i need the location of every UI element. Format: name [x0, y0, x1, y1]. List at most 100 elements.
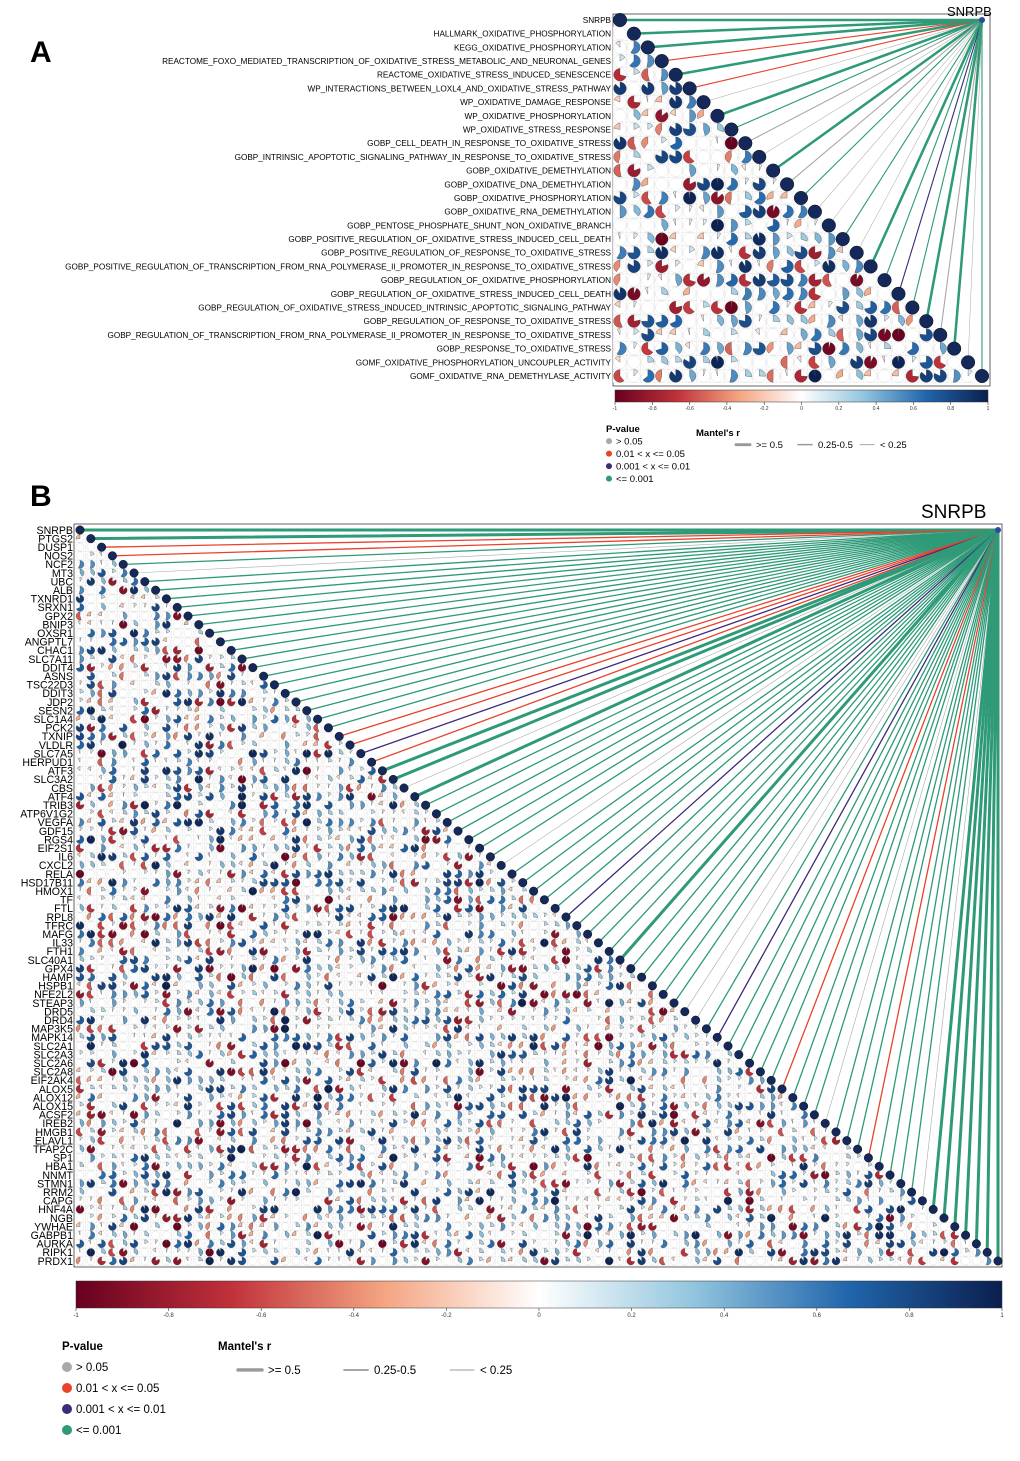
cell-GOBP_POSITIVE_REGULATION_OF_RESPONSE_TO_OXIDATIVE_STRESS-WP_OXIDATIVE_PHOSPHORYLATION	[711, 246, 724, 259]
cell-SP1-EIF2AK4	[767, 1154, 775, 1162]
diag-node-UBC	[141, 577, 150, 586]
cell-STMN1-NFE2L2	[659, 1180, 667, 1188]
link-GOBP_POSITIVE_REGULATION_OF_RESPONSE_TO_OXIDATIVE_STRESS	[857, 20, 982, 253]
cell-ATF3-JDP2	[292, 767, 300, 775]
cell-RIPK1-NCF2	[119, 1248, 127, 1256]
colorbar-tick-label: 0.8	[905, 1313, 914, 1319]
cell-ALB-MT3	[130, 586, 138, 594]
diag-node-GOBP_REGULATION_OF_OXIDATIVE_STRESS_INDUCED_INTRINSIC_APOPTOTIC_SIGNALING_PATHWAY	[906, 301, 920, 315]
mantel-legend-title: Mantel's r	[218, 1341, 272, 1353]
cell-SLC2A1-PTGS2	[87, 1042, 95, 1050]
diag-node-YWHAE	[951, 1222, 960, 1231]
diag-node-ELAVL1	[843, 1136, 852, 1145]
cell-RIPK1-SLC2A3	[735, 1248, 743, 1256]
row-label-WP_OXIDATIVE_PHOSPHORYLATION: WP_OXIDATIVE_PHOSPHORYLATION	[465, 112, 612, 121]
diag-node-HBA1	[875, 1162, 884, 1171]
panel-b: B SNRPBPTGS2DUSP1NOS2NCF2MT3UBCALBTXNRD1…	[20, 480, 1004, 1437]
cell-TFRC-NCF2	[119, 922, 127, 930]
link-GOBP_CELL_DEATH_IN_RESPONSE_TO_OXIDATIVE_STRESS	[745, 20, 982, 143]
cell-GDF15-ANGPTL7	[216, 827, 224, 835]
cell-GABPB1-DRD4	[692, 1231, 700, 1239]
cell-NFE2L2-TF	[540, 990, 548, 998]
pvalue-legend-swatch	[606, 476, 612, 482]
cell-FTL-SRXN1	[173, 904, 181, 912]
cell-YWHAE-MT3	[130, 1223, 138, 1231]
diag-node-SNRPB	[76, 526, 85, 535]
pvalue-legend-swatch	[606, 451, 612, 457]
diag-node-HSPB1	[648, 982, 657, 991]
cell-MAPK14-RELA	[508, 1033, 516, 1041]
panel-b-target-label: SNRPB	[921, 502, 986, 523]
diag-node-DRD4	[691, 1016, 700, 1025]
cell-HNF4A-UBC	[141, 1205, 149, 1213]
cell-HMGB1-DRD4	[692, 1128, 700, 1136]
diag-node-MAP3K5	[702, 1025, 711, 1034]
cell-WP_INTERACTIONS_BETWEEN_LOXL4_AND_OXIDATIVE_STRESS_PATHWAY-SNRPB	[614, 82, 627, 95]
diag-node-EIF2S1	[475, 844, 484, 853]
cell-IREB2-SRXN1	[173, 1119, 181, 1127]
diag-node-TF	[540, 896, 549, 905]
cell-JDP2-GPX2	[184, 698, 192, 706]
cell-IL33-TF	[540, 939, 548, 947]
cell-DRD4-DDIT3	[281, 1016, 289, 1024]
cell-ATF3-TXNRD1	[162, 767, 170, 775]
diag-node-ALOX5	[778, 1085, 787, 1094]
cell-SLC40A1-SESN2	[303, 956, 311, 964]
cell-GOBP_REGULATION_OF_OXIDATIVE_STRESS_INDUCED_CELL_DEATH-SNRPB	[614, 288, 627, 301]
cell-JDP2-SLC7A11	[238, 698, 246, 706]
mantel-legend-label: >= 0.5	[756, 440, 783, 451]
cell-SLC2A8-ANGPTL7	[216, 1068, 224, 1076]
mantel-legend-label: < 0.25	[480, 1365, 512, 1377]
diag-node-SLC7A11	[238, 655, 247, 664]
cell-MAFG-RGS4	[465, 930, 473, 938]
cell-GOBP_CELL_DEATH_IN_RESPONSE_TO_OXIDATIVE_STRESS-WP_OXIDATIVE_STRESS_RESPONSE	[725, 137, 738, 150]
mantel-legend-label: 0.25-0.5	[374, 1365, 416, 1377]
diag-node-RGS4	[465, 835, 474, 844]
colorbar-tick-label: -0.8	[163, 1313, 174, 1319]
cell-TFRC-ANGPTL7	[216, 922, 224, 930]
cell-SLC1A4-UBC	[141, 715, 149, 723]
cell-HNF4A-SNRPB	[76, 1205, 84, 1213]
cell-TFAP2C-SLC7A11	[237, 1145, 245, 1153]
cell-STMN1-RPL8	[562, 1180, 570, 1188]
panel-a-colorbar	[615, 390, 988, 402]
cell-SLC2A8-EIF2S1	[476, 1068, 484, 1076]
panel-b-legend: P-value> 0.050.01 < x <= 0.050.001 < x <…	[62, 1341, 512, 1437]
cell-IREB2-SLC2A8	[756, 1119, 764, 1127]
cell-MAFG-UBC	[141, 930, 149, 938]
diag-node-GOBP_REGULATION_OF_OXIDATIVE_STRESS_INDUCED_CELL_DEATH	[892, 287, 906, 301]
cell-YWHAE-SRXN1	[173, 1223, 181, 1231]
cell-IREB2-HSPB1	[648, 1119, 656, 1127]
cell-RIPK1-NGB	[940, 1248, 948, 1256]
colorbar-tick-label: 0.4	[720, 1313, 729, 1319]
diag-node-BNIP3	[195, 620, 204, 629]
cell-GOMF_OXIDATIVE_PHOSPHORYLATION_UNCOUPLER_ACTIVITY-WP_OXIDATIVE_PHOSPHORYLATION	[711, 356, 724, 369]
colorbar-tick-label: 0.6	[910, 406, 917, 412]
cell-RELA-SNRPB	[76, 870, 84, 878]
cell-RIPK1-PTGS2	[87, 1248, 95, 1256]
colorbar-tick-label: -1	[73, 1313, 79, 1319]
row-label-GOBP_REGULATION_OF_TRANSCRIPTION_FROM_RNA_POLYMERASE_II_PROMOTER_IN_RESPONSE_TO_OXIDATIVE_STRESS: GOBP_REGULATION_OF_TRANSCRIPTION_FROM_RN…	[107, 331, 611, 340]
row-label-GOBP_REGULATION_OF_RESPONSE_TO_OXIDATIVE_STRESS: GOBP_REGULATION_OF_RESPONSE_TO_OXIDATIVE…	[363, 317, 611, 326]
cell-PRDX1-TF	[540, 1257, 548, 1265]
cell-RIPK1-ALOX5	[778, 1248, 786, 1256]
diag-node-SLC2A1	[724, 1042, 733, 1051]
diag-node-GOBP_INTRINSIC_APOPTOTIC_SIGNALING_PATHWAY_IN_RESPONSE_TO_OXIDATIVE_STRESS	[752, 150, 766, 164]
row-label-GOBP_OXIDATIVE_PHOSPHORYLATION: GOBP_OXIDATIVE_PHOSPHORYLATION	[454, 194, 611, 203]
cell-HMOX1-DDIT4	[249, 887, 257, 895]
cell-ALOX15-GDF15	[454, 1102, 462, 1110]
cell-HBA1-SESN2	[303, 1162, 311, 1170]
cell-NFE2L2-TFRC	[573, 990, 581, 998]
row-label-WP_OXIDATIVE_STRESS_RESPONSE: WP_OXIDATIVE_STRESS_RESPONSE	[463, 125, 612, 134]
cell-GPX4-DDIT4	[249, 965, 257, 973]
cell-RPL8-CHAC1	[227, 913, 235, 921]
cell-HSPB1-SLC40A1	[616, 982, 624, 990]
cell-GOBP_OXIDATIVE_RNA_DEMETHYLATION-GOBP_OXIDATIVE_DEMETHYLATION	[767, 205, 780, 218]
link-SESN2	[307, 530, 998, 711]
diag-node-ALOX12	[789, 1093, 798, 1102]
cell-SLC2A1-HMOX1	[530, 1042, 538, 1050]
cell-STMN1-NCF2	[119, 1180, 127, 1188]
cell-SP1-EIF2S1	[476, 1154, 484, 1162]
diag-node-GOBP_POSITIVE_REGULATION_OF_OXIDATIVE_STRESS_INDUCED_CELL_DEATH	[836, 232, 850, 246]
